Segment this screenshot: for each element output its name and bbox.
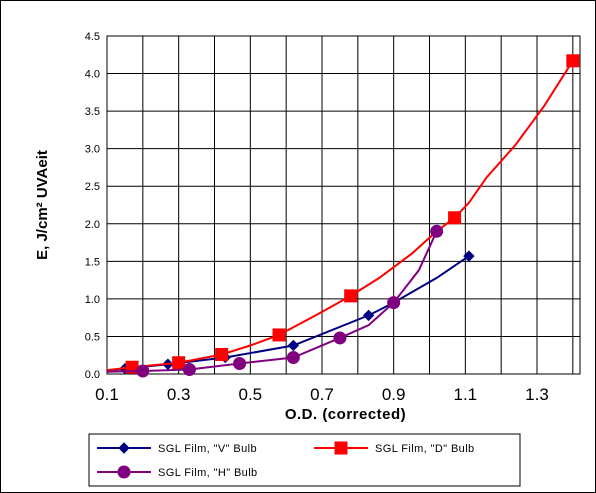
y-tick-label: 1.0: [85, 294, 100, 306]
y-tick-label: 3.5: [85, 106, 100, 118]
x-tick-label: 0.7: [310, 385, 334, 404]
data-point-square: [272, 328, 286, 342]
data-point-square: [566, 54, 580, 68]
data-point-circle: [233, 356, 247, 370]
data-point-square: [344, 289, 358, 303]
x-tick-label: 0.1: [95, 385, 119, 404]
data-point-circle: [182, 362, 196, 376]
data-point-circle: [333, 331, 347, 345]
data-point-square: [215, 347, 229, 361]
y-tick-label: 4.0: [85, 69, 100, 81]
legend-item: SGL Film, "V" Bulb: [97, 442, 257, 455]
y-tick-labels: 0.0 0.5 1.0 1.5 2.0 2.5 3.0 3.5 4.0 4.5: [85, 31, 100, 381]
legend-marker-diamond: [118, 442, 130, 454]
y-tick-label: 4.5: [85, 31, 100, 43]
legend-item: SGL Film, "H" Bulb: [97, 465, 258, 479]
data-point-circle: [430, 224, 444, 238]
legend-label: SGL Film, "D" Bulb: [375, 443, 475, 455]
legend-box: [88, 433, 521, 487]
y-tick-label: 1.5: [85, 256, 100, 268]
plot-area-border: [106, 35, 581, 375]
data-point-diamond: [362, 309, 375, 322]
series-group: [106, 54, 580, 378]
legend-marker-square: [334, 441, 348, 455]
y-tick-label: 0.0: [85, 369, 100, 381]
legend-marker-circle: [117, 465, 131, 479]
y-tick-label: 3.0: [85, 144, 100, 156]
data-point-circle: [387, 296, 401, 310]
data-point-circle: [136, 364, 150, 378]
x-tick-label: 1.1: [454, 385, 478, 404]
y-tick-label: 0.5: [85, 331, 100, 343]
x-tick-label: 0.3: [167, 385, 191, 404]
data-point-square: [172, 356, 186, 370]
data-point-square: [448, 211, 462, 225]
series-line: [106, 255, 470, 372]
data-point-diamond: [287, 339, 300, 352]
series-line: [106, 60, 574, 372]
x-tick-label: 1.3: [525, 385, 549, 404]
y-tick-label: 2.5: [85, 181, 100, 193]
x-axis-label: O.D. (corrected): [285, 406, 406, 423]
legend: SGL Film, "V" Bulb SGL Film, "D" Bulb SGL …: [88, 433, 521, 487]
x-tick-labels: 0.1 0.3 0.5 0.7 0.9 1.1 1.3: [95, 385, 549, 404]
legend-item: SGL Film, "D" Bulb: [314, 441, 475, 455]
legend-label: SGL Film, "H" Bulb: [158, 467, 258, 479]
series-circle: [106, 224, 444, 378]
series-line: [106, 230, 438, 373]
x-tick-label: 0.5: [239, 385, 263, 404]
data-point-diamond: [463, 250, 475, 262]
grid-lines: [107, 36, 580, 374]
data-point-circle: [286, 350, 300, 364]
legend-label: SGL Film, "V" Bulb: [158, 443, 257, 455]
x-tick-label: 0.9: [382, 385, 406, 404]
y-tick-label: 2.0: [85, 219, 100, 231]
y-axis-label: E, J/cm² UVAeit: [34, 150, 51, 260]
